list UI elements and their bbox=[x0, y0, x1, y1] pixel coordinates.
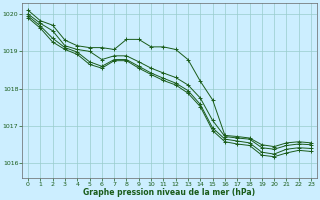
X-axis label: Graphe pression niveau de la mer (hPa): Graphe pression niveau de la mer (hPa) bbox=[84, 188, 256, 197]
